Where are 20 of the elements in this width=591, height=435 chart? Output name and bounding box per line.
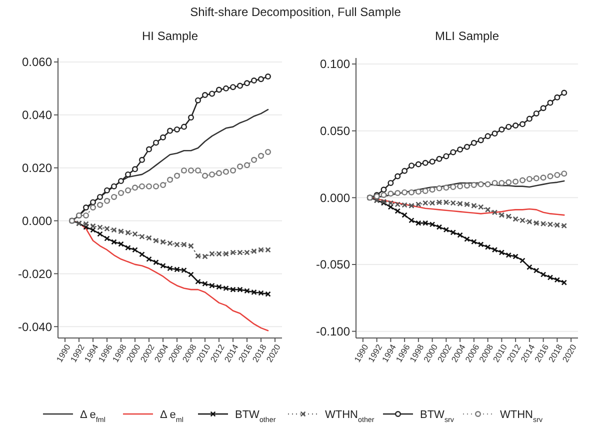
chart-title: Shift-share Decomposition, Full Sample: [190, 5, 402, 19]
legend-label: BTW$_{srv}$: [420, 409, 454, 424]
y-tick-label: 0.020: [22, 161, 52, 176]
y-tick-label: 0.040: [22, 108, 52, 122]
y-tick-label: -0.050: [316, 258, 350, 272]
legend-label: BTW$_{other}$: [235, 409, 276, 424]
y-tick-label: 0.000: [22, 214, 52, 228]
legend-label: Δ e$_{ml}$: [160, 409, 184, 424]
chart-subtitle: HI Sample: [142, 29, 198, 43]
y-tick-label: -0.040: [18, 320, 52, 334]
legend-label: WTHN$_{other}$: [325, 409, 375, 424]
y-tick-label: -0.020: [18, 266, 52, 281]
y-tick-label: 0.000: [320, 190, 350, 205]
legend-label: WTHN$_{srv}$: [500, 409, 543, 424]
y-tick-label: -0.100: [316, 324, 350, 339]
y-tick-label: 0.100: [320, 57, 350, 72]
legend-label: Δ e$_{fml}$: [80, 409, 106, 424]
chart-subtitle: MLI Sample: [434, 29, 500, 43]
y-tick-label: 0.050: [320, 124, 350, 138]
y-tick-label: 0.060: [22, 55, 52, 70]
